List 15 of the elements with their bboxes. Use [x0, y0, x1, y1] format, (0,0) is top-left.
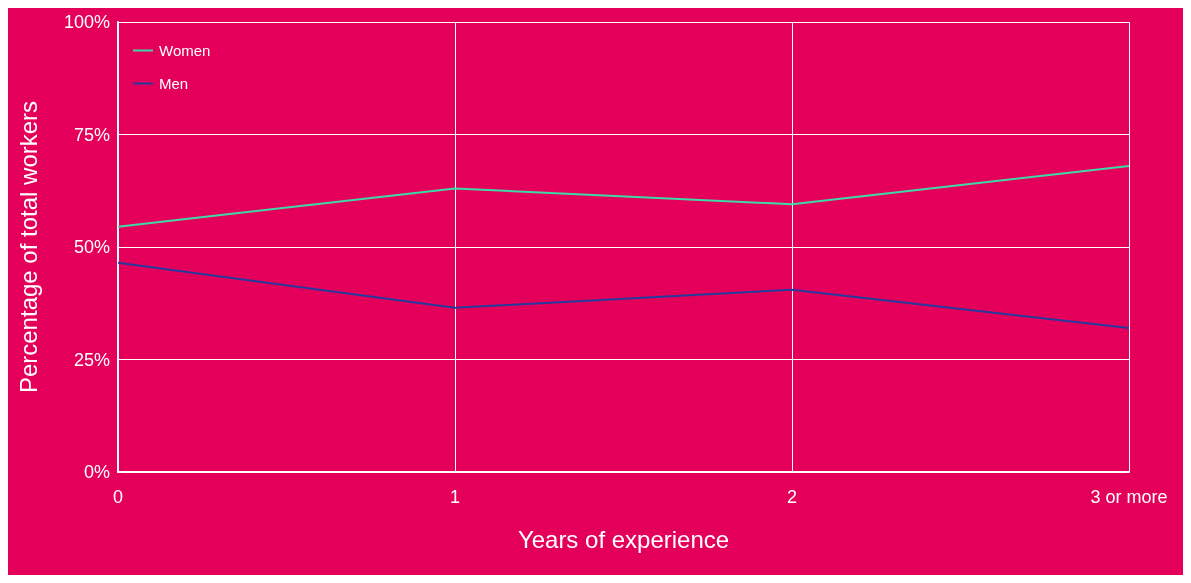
- y-axis-title: Percentage of total workers: [14, 100, 42, 394]
- y-tick-label: 75%: [73, 124, 110, 145]
- legend-label: Women: [159, 42, 211, 59]
- y-tick-label: 100%: [63, 12, 110, 32]
- line-series: [117, 165, 1130, 228]
- y-tick-label: 0%: [83, 462, 110, 482]
- y-tick-label: 50%: [73, 237, 110, 257]
- x-axis-title: Years of experience: [517, 525, 730, 553]
- y-tick-label: 25%: [73, 349, 110, 370]
- legend-label: Men: [159, 75, 189, 92]
- x-tick-label: 3 or more: [1090, 487, 1168, 507]
- x-tick-label: 1: [449, 487, 461, 507]
- x-tick-label: 0: [112, 487, 124, 507]
- x-tick-label: 2: [786, 487, 798, 507]
- line-series: [117, 261, 1130, 329]
